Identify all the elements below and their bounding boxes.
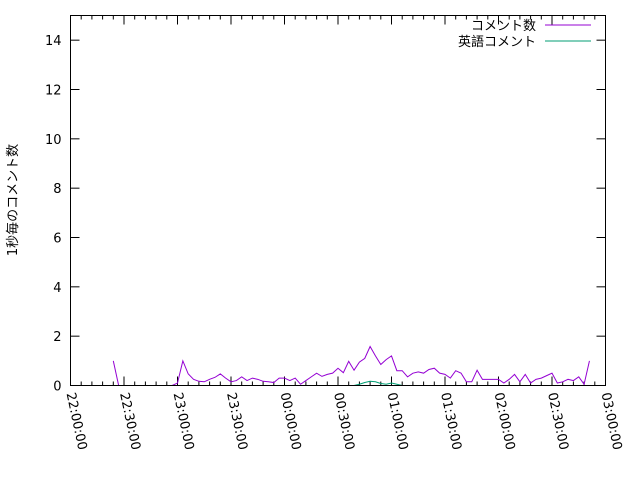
y-tick-label: 4 [53,281,61,296]
legend-label-0: コメント数 [471,19,536,34]
x-tick-label: 00:00:00 [277,391,304,451]
y-tick-label: 14 [45,34,62,49]
y-tick-label: 10 [45,133,62,148]
x-tick-label: 22:30:00 [116,391,143,451]
x-tick-label: 01:00:00 [384,391,411,451]
x-tick-label: 01:30:00 [437,391,464,451]
y-tick-label: 8 [53,182,61,197]
x-tick-label: 03:00:00 [598,391,625,451]
x-tick-label: 02:30:00 [544,391,571,451]
y-tick-label: 6 [53,232,61,247]
x-tick-label: 02:00:00 [491,391,518,451]
x-tick-label: 22:00:00 [63,391,90,451]
axis-ticks: 0 2 4 6 8 10 12 14 22:00:00 22:30:00 23:00:00 23:30… [45,15,625,451]
x-tick-label: 23:00:00 [170,391,197,451]
y-tick-label: 2 [53,330,61,345]
series-line-1 [113,380,590,386]
x-tick-label: 23:30:00 [223,391,250,451]
legend-label-1: 英語コメント [458,34,536,50]
series-lines [112,345,590,386]
plot-frame [70,15,606,386]
y-tick-label: 0 [53,380,61,395]
legend: コメント数 英語コメント [458,19,591,50]
y-axis-label: 1秒毎のコメント数 [5,144,21,256]
x-tick-label: 00:30:00 [330,391,357,451]
y-tick-label: 12 [45,84,62,99]
series-line-0 [112,345,590,386]
